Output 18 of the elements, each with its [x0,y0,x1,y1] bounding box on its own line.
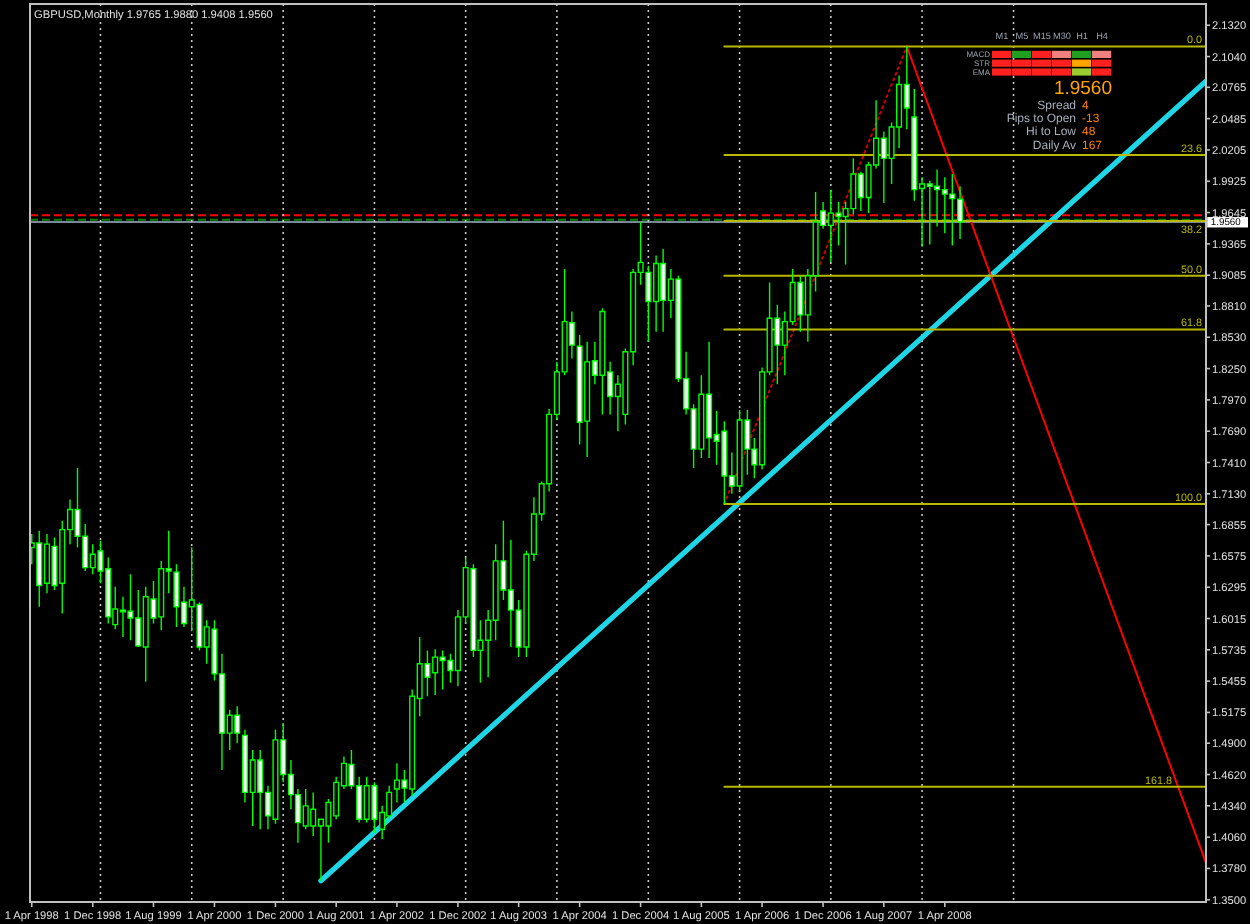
candlestick [660,248,667,333]
candlestick [599,307,606,416]
candlestick [127,573,134,642]
candlestick [827,188,834,264]
candlestick [371,781,378,834]
candlestick [949,173,956,247]
candlestick [257,749,264,831]
candlestick [584,341,591,458]
candlestick [439,649,446,691]
candlestick [234,705,241,744]
candlestick [36,530,43,608]
candlestick [393,762,400,804]
candlestick [706,341,713,459]
annotation: 1.9560 [1053,78,1112,100]
candlestick [272,729,279,825]
candlestick [142,585,149,683]
candlestick [736,409,743,493]
candlestick [432,648,439,696]
